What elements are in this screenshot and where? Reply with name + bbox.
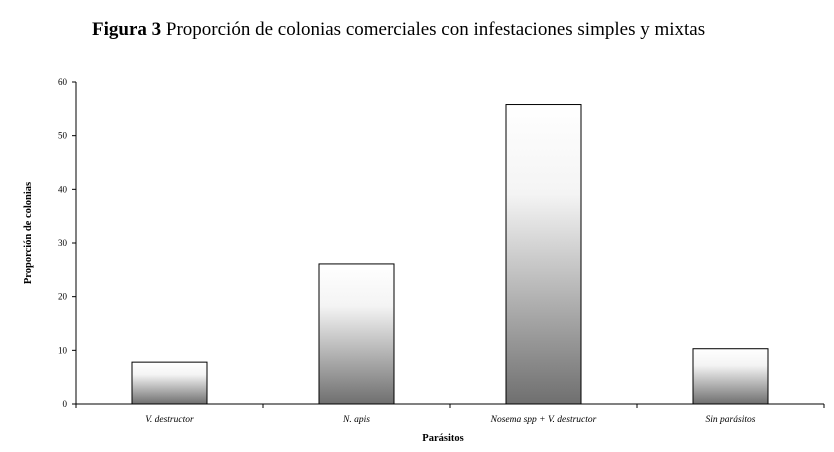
bar — [505, 104, 582, 405]
y-axis-title: Proporción de colonias — [23, 182, 34, 284]
axis-labels: Proporción de colonias Parásitos — [23, 182, 464, 444]
y-tick-label: 30 — [58, 238, 68, 248]
bar — [318, 263, 395, 405]
figure-label: Figura 3 — [92, 19, 162, 40]
x-tick-label: V. destructor — [145, 415, 194, 425]
x-tick-label: Nosema spp + V. destructor — [490, 415, 597, 425]
figure-caption: Proporción de colonias comerciales con i… — [165, 19, 706, 40]
y-tick-label: 60 — [58, 77, 68, 87]
x-tick-label: Sin parásitos — [706, 415, 756, 425]
y-tick-label: 10 — [58, 345, 68, 355]
bar — [131, 361, 208, 405]
y-tick-label: 50 — [58, 131, 68, 141]
bar — [692, 348, 769, 405]
figure-title: Figura 3 Proporción de colonias comercia… — [92, 19, 705, 41]
x-tick-label: N. apis — [342, 415, 370, 425]
bars: V. destructor N. apis Nosema spp + V. dest… — [131, 104, 769, 425]
y-tick-label: 40 — [58, 184, 68, 194]
x-axis-title: Parásitos — [422, 433, 463, 444]
y-tick-label: 20 — [58, 292, 68, 302]
y-tick-label: 0 — [63, 399, 68, 409]
